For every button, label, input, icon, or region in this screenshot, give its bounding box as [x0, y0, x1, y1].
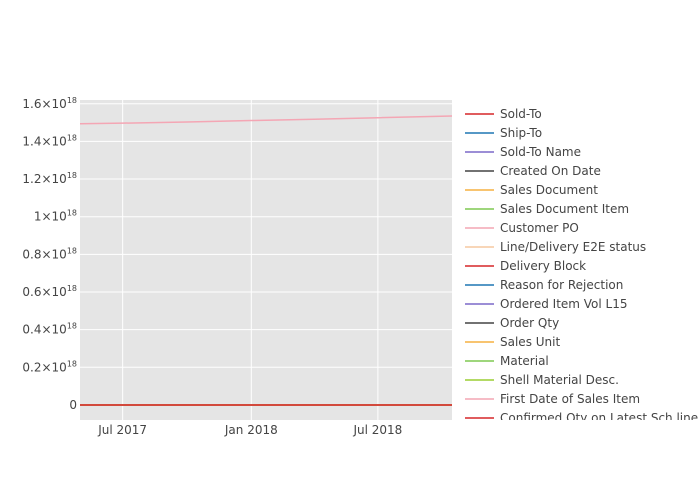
legend-label-13: Material [500, 354, 549, 368]
legend-label-14: Shell Material Desc. [500, 373, 619, 387]
y-tick-label-8: 1.6×1018 [22, 96, 77, 111]
legend-item-5[interactable]: Sales Document Item [465, 202, 629, 216]
legend-label-5: Sales Document Item [500, 202, 629, 216]
legend-label-6: Customer PO [500, 221, 579, 235]
legend-label-9: Reason for Rejection [500, 278, 623, 292]
y-tick-label-2: 0.4×1018 [22, 322, 77, 337]
legend-label-8: Delivery Block [500, 259, 586, 273]
plot-background [80, 100, 452, 420]
legend-label-3: Created On Date [500, 164, 601, 178]
x-tick-label-1: Jan 2018 [224, 423, 278, 437]
y-tick-label-3: 0.6×1018 [22, 284, 77, 299]
legend-item-4[interactable]: Sales Document [465, 183, 598, 197]
legend-item-10[interactable]: Ordered Item Vol L15 [465, 297, 628, 311]
legend-item-0[interactable]: Sold-To [465, 107, 542, 121]
y-tick-label-0: 0 [69, 398, 77, 412]
legend-item-12[interactable]: Sales Unit [465, 335, 560, 349]
series-line-6 [80, 115, 452, 125]
y-tick-label-7: 1.4×1018 [22, 133, 77, 148]
legend-item-16[interactable]: Confirmed Qty on Latest Sch line [465, 411, 698, 425]
y-tick-label-4: 0.8×1018 [22, 246, 77, 261]
legend-item-3[interactable]: Created On Date [465, 164, 601, 178]
legend-label-10: Ordered Item Vol L15 [500, 297, 628, 311]
x-tick-label-0: Jul 2017 [97, 423, 147, 437]
legend[interactable]: Sold-To Ship-To Sold-To Name Created On Dat… [465, 107, 698, 425]
legend-item-6[interactable]: Customer PO [465, 221, 579, 235]
x-axis-ticks: Jul 2017 Jan 2018 Jul 2018 [97, 423, 402, 437]
y-axis-ticks: 0 0.2×1018 0.4×1018 0.6×1018 0.8×1018 1×1018 1… [22, 96, 77, 412]
legend-label-7: Line/Delivery E2E status [500, 240, 646, 254]
legend-item-15[interactable]: First Date of Sales Item [465, 392, 640, 406]
y-tick-label-6: 1.2×1018 [22, 171, 77, 186]
legend-label-11: Order Qty [500, 316, 559, 330]
y-tick-label-1: 0.2×1018 [22, 359, 77, 374]
legend-item-13[interactable]: Material [465, 354, 549, 368]
y-tick-label-5: 1×1018 [34, 209, 77, 224]
legend-label-1: Ship-To [500, 126, 542, 140]
x-tick-label-2: Jul 2018 [352, 423, 402, 437]
legend-label-15: First Date of Sales Item [500, 392, 640, 406]
legend-item-8[interactable]: Delivery Block [465, 259, 586, 273]
legend-item-7[interactable]: Line/Delivery E2E status [465, 240, 646, 254]
legend-label-16: Confirmed Qty on Latest Sch line [500, 411, 698, 425]
legend-item-1[interactable]: Ship-To [465, 126, 542, 140]
legend-label-0: Sold-To [500, 107, 542, 121]
legend-item-14[interactable]: Shell Material Desc. [465, 373, 619, 387]
legend-label-4: Sales Document [500, 183, 598, 197]
series-lines [80, 115, 452, 406]
legend-label-2: Sold-To Name [500, 145, 581, 159]
legend-item-2[interactable]: Sold-To Name [465, 145, 581, 159]
legend-item-11[interactable]: Order Qty [465, 316, 559, 330]
legend-label-12: Sales Unit [500, 335, 560, 349]
legend-item-9[interactable]: Reason for Rejection [465, 278, 623, 292]
